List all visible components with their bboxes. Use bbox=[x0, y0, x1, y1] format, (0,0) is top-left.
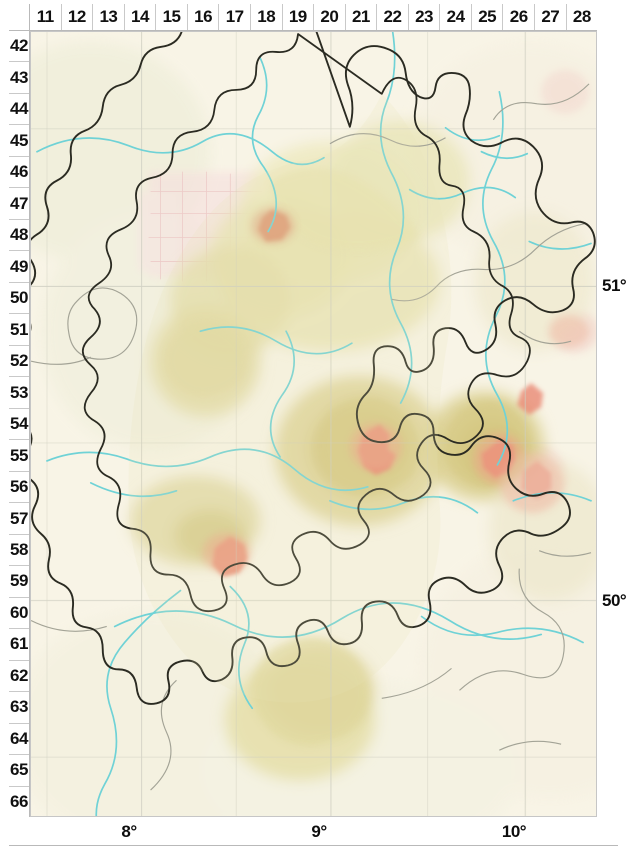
column-header-14[interactable]: 14 bbox=[125, 4, 157, 30]
row-header-52[interactable]: 52 bbox=[9, 346, 29, 378]
row-header-50[interactable]: 50 bbox=[9, 283, 29, 315]
column-header-21[interactable]: 21 bbox=[346, 4, 378, 30]
column-header-15[interactable]: 15 bbox=[156, 4, 188, 30]
row-header-54[interactable]: 54 bbox=[9, 409, 29, 441]
district-boundaries bbox=[31, 83, 592, 791]
row-header-42[interactable]: 42 bbox=[9, 31, 29, 63]
row-header-48[interactable]: 48 bbox=[9, 220, 29, 252]
hessen-interior-tint bbox=[128, 93, 452, 703]
column-header-11[interactable]: 11 bbox=[30, 4, 62, 30]
row-header-61[interactable]: 61 bbox=[9, 629, 29, 661]
row-header-57[interactable]: 57 bbox=[9, 503, 29, 535]
row-header-51[interactable]: 51 bbox=[9, 314, 29, 346]
bottom-rule bbox=[9, 845, 618, 846]
row-header-46[interactable]: 46 bbox=[9, 157, 29, 189]
row-header-49[interactable]: 49 bbox=[9, 251, 29, 283]
row-header-44[interactable]: 44 bbox=[9, 94, 29, 126]
row-header-53[interactable]: 53 bbox=[9, 377, 29, 409]
row-header-45[interactable]: 45 bbox=[9, 125, 29, 157]
longitude-label-10: 10° bbox=[501, 822, 527, 841]
latitude-label-50: 50° bbox=[602, 591, 627, 610]
column-header-strip: 11 12 13 14 15 16 17 18 19 20 21 22 23 24 25 26 27 28 bbox=[30, 4, 597, 31]
column-header-13[interactable]: 13 bbox=[93, 4, 125, 30]
column-header-25[interactable]: 25 bbox=[472, 4, 504, 30]
row-header-55[interactable]: 55 bbox=[9, 440, 29, 472]
row-header-strip: 42 43 44 45 46 47 48 49 50 51 52 53 54 55 56 57 58 59 60 61… bbox=[9, 31, 30, 817]
river-network bbox=[36, 32, 592, 816]
longitude-label-strip: 8° 9° 10° bbox=[9, 818, 618, 848]
row-header-59[interactable]: 59 bbox=[9, 566, 29, 598]
column-header-24[interactable]: 24 bbox=[440, 4, 472, 30]
row-header-64[interactable]: 64 bbox=[9, 724, 29, 756]
column-header-12[interactable]: 12 bbox=[62, 4, 94, 30]
column-header-26[interactable]: 26 bbox=[503, 4, 535, 30]
column-header-17[interactable]: 17 bbox=[219, 4, 251, 30]
map-viewport[interactable] bbox=[30, 31, 597, 817]
column-header-28[interactable]: 28 bbox=[572, 7, 591, 26]
grid-corner-blank bbox=[9, 4, 30, 31]
grid-reference-frame: 11 12 13 14 15 16 17 18 19 20 21 22 23 24 25 26 27 28 42 4… bbox=[9, 4, 627, 818]
column-header-22[interactable]: 22 bbox=[377, 4, 409, 30]
column-header-27[interactable]: 27 bbox=[535, 4, 567, 30]
row-header-66[interactable]: 66 bbox=[10, 791, 28, 811]
column-header-16[interactable]: 16 bbox=[188, 4, 220, 30]
row-header-43[interactable]: 43 bbox=[9, 62, 29, 94]
column-header-20[interactable]: 20 bbox=[314, 4, 346, 30]
row-header-56[interactable]: 56 bbox=[9, 472, 29, 504]
longitude-label-8: 8° bbox=[121, 822, 137, 841]
row-header-58[interactable]: 58 bbox=[9, 535, 29, 567]
column-header-23[interactable]: 23 bbox=[409, 4, 441, 30]
row-header-63[interactable]: 63 bbox=[9, 692, 29, 724]
row-header-60[interactable]: 60 bbox=[9, 598, 29, 630]
row-header-65[interactable]: 65 bbox=[9, 755, 29, 787]
hessen-state-boundary[interactable] bbox=[31, 32, 596, 705]
longitude-label-9: 9° bbox=[311, 822, 327, 841]
column-header-19[interactable]: 19 bbox=[283, 4, 315, 30]
column-header-18[interactable]: 18 bbox=[251, 4, 283, 30]
latitude-label-51: 51° bbox=[602, 276, 627, 295]
row-header-62[interactable]: 62 bbox=[9, 661, 29, 693]
row-header-47[interactable]: 47 bbox=[9, 188, 29, 220]
topographic-map[interactable] bbox=[31, 32, 596, 816]
peak-east-small bbox=[517, 383, 544, 416]
hessen-outline-detail bbox=[81, 33, 531, 613]
